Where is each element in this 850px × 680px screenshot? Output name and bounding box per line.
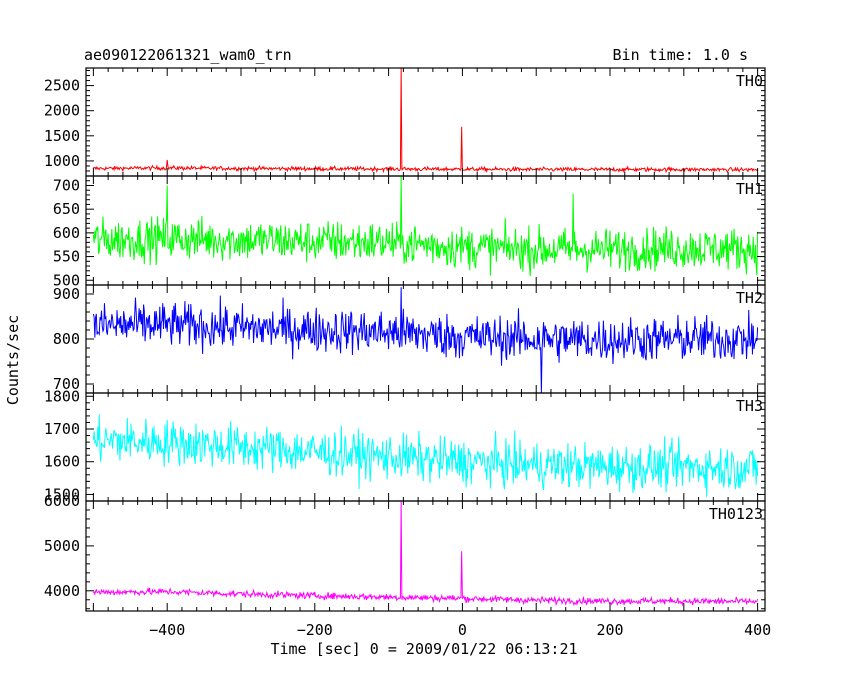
series-th0 xyxy=(93,68,759,174)
x-tick-label: −400 xyxy=(149,621,185,639)
panel-name: TH0123 xyxy=(709,505,763,523)
x-axis: −400 −200 0 200 400 xyxy=(149,621,771,639)
y-tick-label: 700 xyxy=(53,375,80,393)
panel-name: TH1 xyxy=(736,180,763,198)
y-tick-label: 1500 xyxy=(44,485,80,503)
y-axis-label: Counts/sec xyxy=(4,315,22,405)
x-tick-label: 200 xyxy=(596,621,623,639)
y-tick-label: 2000 xyxy=(44,102,80,120)
y-tick-label: 1000 xyxy=(44,152,80,170)
y-tick-label: 1700 xyxy=(44,420,80,438)
series-th1 xyxy=(92,176,759,277)
panel-th0: 1000 1500 2000 2500 TH0 xyxy=(44,67,766,177)
bin-time-label: Bin time: 1.0 s xyxy=(613,46,748,64)
panel-th0123: 4000 5000 6000 TH0123 xyxy=(44,492,766,612)
panel-th1: 500 550 600 650 700 TH1 xyxy=(53,175,766,289)
x-tick-label: 400 xyxy=(744,621,771,639)
series-th3 xyxy=(92,414,759,498)
y-tick-label: 550 xyxy=(53,248,80,266)
panel-name: TH2 xyxy=(736,289,763,307)
panel-name: TH0 xyxy=(736,72,763,90)
x-tick-label: −200 xyxy=(297,621,333,639)
y-tick-label: 1600 xyxy=(44,453,80,471)
y-tick-label: 600 xyxy=(53,224,80,242)
panel-frame xyxy=(85,67,766,177)
y-tick-label: 500 xyxy=(53,271,80,289)
y-tick-label: 6000 xyxy=(44,492,80,510)
y-tick-label: 2500 xyxy=(44,77,80,95)
chart-title: ae090122061321_wam0_trn xyxy=(84,46,292,64)
series-th0123 xyxy=(92,501,759,607)
series-th2 xyxy=(92,287,759,393)
panel-th3: 1500 1600 1700 1800 TH3 xyxy=(44,387,766,503)
y-tick-label: 4000 xyxy=(44,582,80,600)
panel-name: TH3 xyxy=(736,397,763,415)
panel-frame xyxy=(85,175,766,286)
panel-th2: 700 800 900 TH2 xyxy=(53,284,766,394)
y-tick-label: 700 xyxy=(53,176,80,194)
y-tick-label: 5000 xyxy=(44,537,80,555)
y-tick-label: 650 xyxy=(53,200,80,218)
panels: 1000 1500 2000 2500 TH0 500 550 600 650 700 TH1 700… xyxy=(44,67,766,612)
panel-frame xyxy=(85,500,766,612)
x-axis-label: Time [sec] 0 = 2009/01/22 06:13:21 xyxy=(270,640,577,658)
y-tick-label: 900 xyxy=(53,285,80,303)
y-tick-label: 1500 xyxy=(44,127,80,145)
x-tick-label: 0 xyxy=(458,621,467,639)
y-tick-label: 800 xyxy=(53,330,80,348)
y-tick-label: 1800 xyxy=(44,387,80,405)
